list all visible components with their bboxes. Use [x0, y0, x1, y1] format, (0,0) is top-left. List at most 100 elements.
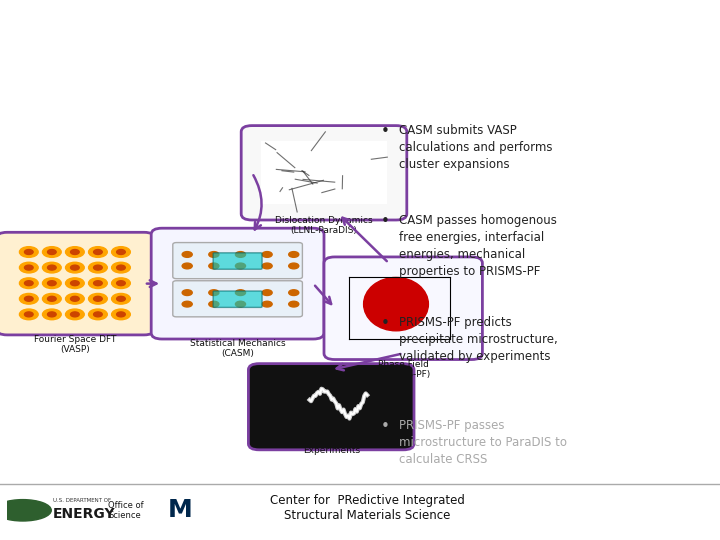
Circle shape — [66, 247, 84, 258]
Circle shape — [24, 296, 33, 301]
Circle shape — [182, 252, 192, 258]
Circle shape — [117, 265, 125, 270]
Text: PRISMS-PF predicts
precipitate microstructure,
validated by experiments: PRISMS-PF predicts precipitate microstru… — [399, 316, 557, 363]
FancyBboxPatch shape — [324, 257, 482, 360]
Circle shape — [66, 278, 84, 288]
FancyBboxPatch shape — [151, 228, 324, 339]
Circle shape — [117, 281, 125, 286]
Circle shape — [19, 262, 38, 273]
Text: CASM passes homogenous
free energies, interfacial
energies, mechanical
propertie: CASM passes homogenous free energies, in… — [399, 214, 557, 278]
Text: •: • — [380, 124, 390, 139]
Circle shape — [48, 296, 56, 301]
Text: Fourier Space DFT
(VASP): Fourier Space DFT (VASP) — [35, 335, 117, 354]
Circle shape — [209, 301, 219, 307]
Circle shape — [48, 265, 56, 270]
Circle shape — [94, 312, 102, 317]
Text: CASM submits VASP
calculations and performs
cluster expansions: CASM submits VASP calculations and perfo… — [399, 124, 552, 171]
Circle shape — [24, 281, 33, 286]
Circle shape — [89, 293, 107, 304]
Text: Statistical Mechanics
(CASM): Statistical Mechanics (CASM) — [190, 339, 285, 359]
Circle shape — [112, 247, 130, 258]
Circle shape — [89, 309, 107, 320]
Text: Center for  PRedictive Integrated
Structural Materials Science: Center for PRedictive Integrated Structu… — [270, 494, 464, 522]
Circle shape — [112, 309, 130, 320]
Text: Experiments: Experiments — [302, 446, 360, 455]
Circle shape — [289, 252, 299, 258]
FancyBboxPatch shape — [213, 291, 262, 307]
Circle shape — [117, 296, 125, 301]
Text: PRiSMS: PRiSMS — [575, 500, 670, 521]
Text: •: • — [380, 419, 390, 434]
FancyBboxPatch shape — [213, 253, 262, 269]
FancyBboxPatch shape — [173, 242, 302, 279]
Circle shape — [42, 262, 61, 273]
Circle shape — [89, 247, 107, 258]
Circle shape — [182, 301, 192, 307]
Circle shape — [262, 252, 272, 258]
Circle shape — [182, 263, 192, 269]
Circle shape — [71, 296, 79, 301]
Circle shape — [89, 278, 107, 288]
Circle shape — [42, 309, 61, 320]
Circle shape — [48, 281, 56, 286]
Text: ENERGY: ENERGY — [53, 507, 115, 521]
Circle shape — [24, 249, 33, 254]
Circle shape — [94, 265, 102, 270]
Text: M: M — [168, 498, 192, 522]
Text: U.S. DEPARTMENT OF: U.S. DEPARTMENT OF — [53, 498, 111, 503]
Circle shape — [209, 263, 219, 269]
Circle shape — [66, 262, 84, 273]
Circle shape — [94, 281, 102, 286]
FancyBboxPatch shape — [241, 126, 407, 220]
Circle shape — [19, 293, 38, 304]
Ellipse shape — [364, 278, 428, 331]
Circle shape — [24, 312, 33, 317]
Circle shape — [182, 290, 192, 295]
Text: Office of
Science: Office of Science — [108, 501, 144, 520]
Circle shape — [48, 312, 56, 317]
Circle shape — [262, 263, 272, 269]
Circle shape — [71, 312, 79, 317]
Circle shape — [112, 278, 130, 288]
Circle shape — [117, 249, 125, 254]
Circle shape — [42, 278, 61, 288]
Circle shape — [262, 290, 272, 295]
Circle shape — [117, 312, 125, 317]
Circle shape — [19, 309, 38, 320]
Circle shape — [19, 278, 38, 288]
Circle shape — [235, 252, 246, 258]
Circle shape — [94, 296, 102, 301]
Circle shape — [0, 500, 51, 521]
Circle shape — [235, 290, 246, 295]
Circle shape — [262, 301, 272, 307]
Circle shape — [71, 281, 79, 286]
Circle shape — [289, 263, 299, 269]
Circle shape — [48, 249, 56, 254]
Circle shape — [24, 265, 33, 270]
Text: •: • — [380, 316, 390, 332]
Text: PRISMS-PF passes
microstructure to ParaDIS to
calculate CRSS: PRISMS-PF passes microstructure to ParaD… — [399, 419, 567, 466]
Text: Example Use Case: Precipitation: Example Use Case: Precipitation — [82, 21, 638, 50]
Circle shape — [289, 290, 299, 295]
Circle shape — [289, 301, 299, 307]
Circle shape — [66, 293, 84, 304]
Text: Dislocation Dynamics
(LLNL-ParaDIS): Dislocation Dynamics (LLNL-ParaDIS) — [275, 216, 373, 235]
Circle shape — [89, 262, 107, 273]
Circle shape — [94, 249, 102, 254]
Circle shape — [71, 249, 79, 254]
Circle shape — [42, 247, 61, 258]
Circle shape — [112, 262, 130, 273]
Circle shape — [209, 252, 219, 258]
Circle shape — [235, 263, 246, 269]
FancyBboxPatch shape — [248, 363, 414, 450]
Circle shape — [235, 301, 246, 307]
FancyBboxPatch shape — [261, 141, 387, 205]
Circle shape — [71, 265, 79, 270]
FancyBboxPatch shape — [0, 232, 155, 335]
Circle shape — [112, 293, 130, 304]
Circle shape — [42, 293, 61, 304]
Circle shape — [19, 247, 38, 258]
Text: •: • — [380, 214, 390, 229]
FancyBboxPatch shape — [173, 281, 302, 317]
Circle shape — [209, 290, 219, 295]
